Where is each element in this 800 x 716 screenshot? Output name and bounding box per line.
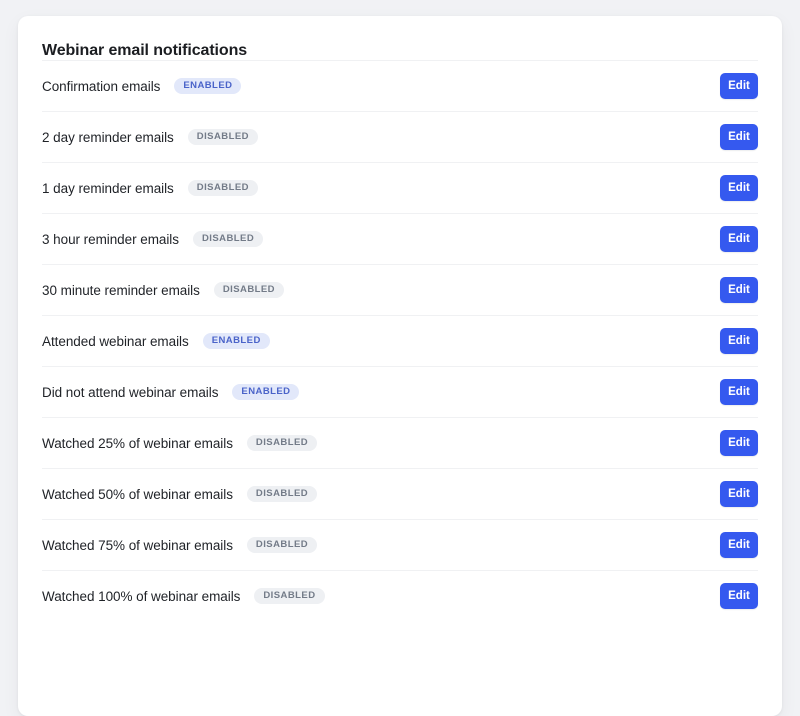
notification-label: Watched 100% of webinar emails: [42, 588, 241, 604]
edit-button[interactable]: Edit: [720, 124, 758, 150]
edit-button[interactable]: Edit: [720, 379, 758, 405]
page-background: Webinar email notifications Confirmation…: [18, 16, 782, 716]
edit-button[interactable]: Edit: [720, 175, 758, 201]
notification-label: Attended webinar emails: [42, 333, 189, 349]
edit-button[interactable]: Edit: [720, 328, 758, 354]
edit-button[interactable]: Edit: [720, 73, 758, 99]
edit-button[interactable]: Edit: [720, 532, 758, 558]
status-badge: ENABLED: [174, 77, 242, 95]
status-badge: DISABLED: [187, 179, 258, 197]
status-badge: DISABLED: [254, 587, 325, 605]
notification-label: Watched 75% of webinar emails: [42, 537, 233, 553]
notification-rows-list: Confirmation emails ENABLED Edit 2 day r…: [42, 60, 758, 621]
status-badge: ENABLED: [202, 332, 270, 350]
edit-button[interactable]: Edit: [720, 583, 758, 609]
table-row: 30 minute reminder emails DISABLED Edit: [42, 264, 758, 315]
notification-label: Watched 50% of webinar emails: [42, 486, 233, 502]
notification-label: 3 hour reminder emails: [42, 231, 179, 247]
status-badge: DISABLED: [246, 485, 318, 503]
status-badge: DISABLED: [213, 281, 284, 299]
edit-button[interactable]: Edit: [720, 277, 758, 303]
edit-button[interactable]: Edit: [720, 226, 758, 252]
notification-label: 2 day reminder emails: [42, 129, 174, 145]
table-row: 3 hour reminder emails DISABLED Edit: [42, 213, 758, 264]
table-row: 1 day reminder emails DISABLED Edit: [42, 162, 758, 213]
table-row: Confirmation emails ENABLED Edit: [42, 60, 758, 111]
edit-button[interactable]: Edit: [720, 430, 758, 456]
notification-label: 1 day reminder emails: [42, 180, 174, 196]
table-row: 2 day reminder emails DISABLED Edit: [42, 111, 758, 162]
status-badge: DISABLED: [187, 128, 258, 146]
status-badge: DISABLED: [246, 536, 318, 554]
status-badge: DISABLED: [192, 230, 264, 248]
table-row: Watched 100% of webinar emails DISABLED …: [42, 570, 758, 621]
table-row: Watched 25% of webinar emails DISABLED E…: [42, 417, 758, 468]
table-row: Watched 50% of webinar emails DISABLED E…: [42, 468, 758, 519]
table-row: Did not attend webinar emails ENABLED Ed…: [42, 366, 758, 417]
webinar-email-notifications-card: Webinar email notifications Confirmation…: [18, 16, 782, 716]
notification-label: Did not attend webinar emails: [42, 384, 219, 400]
notification-label: Confirmation emails: [42, 78, 161, 94]
edit-button[interactable]: Edit: [720, 481, 758, 507]
notification-label: 30 minute reminder emails: [42, 282, 200, 298]
table-row: Attended webinar emails ENABLED Edit: [42, 315, 758, 366]
table-row: Watched 75% of webinar emails DISABLED E…: [42, 519, 758, 570]
status-badge: DISABLED: [246, 434, 318, 452]
page-title: Webinar email notifications: [42, 42, 248, 59]
status-badge: ENABLED: [232, 383, 300, 401]
notification-label: Watched 25% of webinar emails: [42, 435, 233, 451]
